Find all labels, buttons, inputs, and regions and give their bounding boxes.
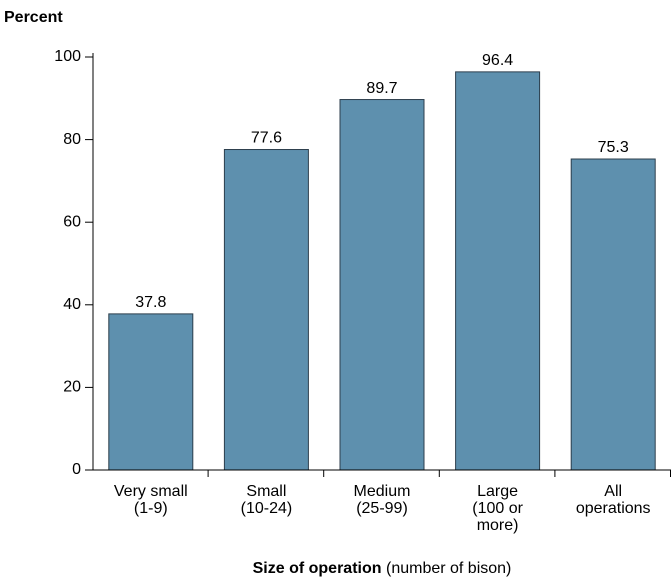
value-label: 77.6 [251, 130, 282, 147]
value-label: 75.3 [598, 139, 629, 156]
y-tick-label: 100 [54, 48, 81, 65]
y-axis-title: Percent [4, 9, 63, 26]
y-tick-label: 60 [63, 213, 81, 230]
x-tick-label: Small (10-24) [241, 483, 293, 517]
x-axis-title-main: Size of operation [253, 560, 382, 577]
y-tick-label: 40 [63, 296, 81, 313]
value-label: 37.8 [135, 294, 166, 311]
x-tick-label: Medium (25-99) [354, 483, 411, 517]
bar [570, 158, 656, 471]
x-axis-title-note: (number of bison) [386, 560, 511, 577]
bar [455, 71, 541, 471]
x-tick-label: Very small (1-9) [114, 483, 188, 517]
y-tick-label: 80 [63, 131, 81, 148]
y-tick-label: 0 [72, 461, 81, 478]
bar [339, 99, 425, 471]
bar [108, 313, 194, 471]
x-axis-title: Size of operation (number of bison) [253, 560, 512, 577]
bar [223, 149, 309, 471]
x-tick-label: Large (100 or more) [472, 483, 523, 534]
y-tick-label: 20 [63, 379, 81, 396]
value-label: 96.4 [482, 52, 513, 69]
x-tick-label: All operations [576, 483, 651, 517]
value-label: 89.7 [366, 80, 397, 97]
